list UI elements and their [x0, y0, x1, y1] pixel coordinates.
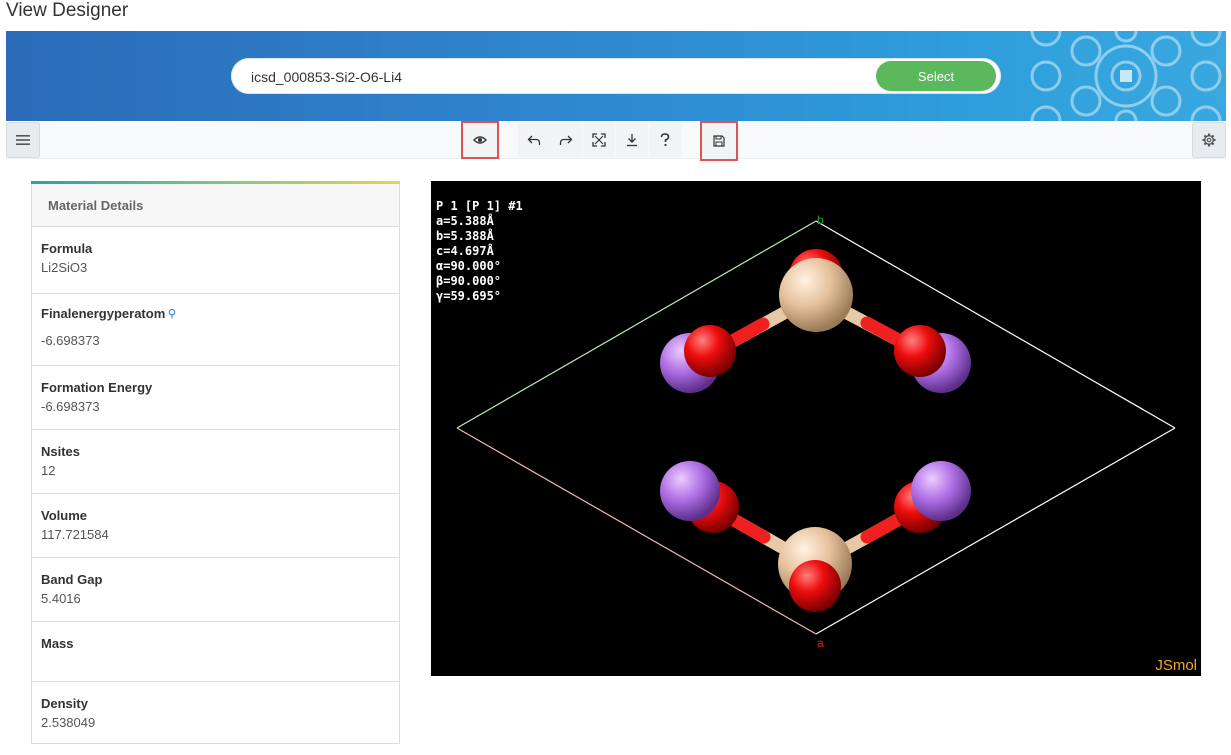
- jsmol-viewer[interactable]: P 1 [P 1] #1 a=5.388Å b=5.388Å c=4.697Å α=90…: [431, 181, 1201, 676]
- viewer-toolbar: [6, 121, 1226, 161]
- eye-icon: [473, 136, 487, 144]
- property-label: Formula: [41, 241, 93, 256]
- property-mass: Mass: [32, 622, 399, 682]
- redo-icon: [559, 135, 573, 145]
- property-value: -6.698373: [41, 333, 100, 348]
- property-label: Density: [41, 696, 88, 711]
- property-label: Volume: [41, 508, 87, 523]
- property-finalenergyperatom: Finalenergyperatom -6.698373: [32, 294, 399, 366]
- info-icon[interactable]: [168, 308, 176, 319]
- cell-info-line: γ=59.695°: [436, 289, 502, 303]
- property-label: Band Gap: [41, 572, 103, 587]
- save-icon: [713, 135, 725, 147]
- cell-info-line: β=90.000°: [436, 274, 502, 288]
- property-formation-energy: Formation Energy -6.698373: [32, 366, 399, 430]
- property-value: 5.4016: [41, 591, 81, 606]
- help-icon: [660, 133, 670, 147]
- axis-a-label: a: [817, 636, 824, 650]
- decorative-pattern: [1030, 31, 1222, 121]
- property-nsites: Nsites 12: [32, 430, 399, 494]
- view-toggle-button[interactable]: [461, 121, 499, 159]
- select-button[interactable]: Select: [876, 61, 996, 91]
- cell-info-line: P 1 [P 1] #1: [436, 199, 523, 213]
- search-input[interactable]: [249, 58, 873, 96]
- property-value: 117.721584: [41, 527, 109, 542]
- atoms-upper: [660, 249, 971, 393]
- oxygen-atom: [684, 325, 736, 377]
- fullscreen-icon: [592, 133, 606, 147]
- unit-cell-outline: [456, 220, 1176, 635]
- undo-icon: [527, 135, 541, 145]
- property-label: Nsites: [41, 444, 81, 459]
- search-bar: Select: [231, 58, 1001, 96]
- property-density: Density 2.538049: [32, 682, 399, 744]
- property-formula: Formula Li2SiO3: [32, 227, 399, 294]
- property-value: 2.538049: [41, 715, 96, 730]
- property-label: Finalenergyperatom: [41, 306, 399, 321]
- cell-info-line: c=4.697Å: [436, 244, 494, 258]
- download-button[interactable]: [616, 123, 648, 157]
- gear-icon: [1202, 133, 1216, 147]
- redo-button[interactable]: [550, 123, 582, 157]
- download-icon: [627, 134, 637, 147]
- material-details-card: Material Details Formula Li2SiO3 Finalen…: [31, 181, 400, 744]
- property-label: Mass: [41, 636, 74, 651]
- fullscreen-button[interactable]: [583, 123, 615, 157]
- property-value: -6.698373: [41, 399, 100, 414]
- atoms-lower: [660, 461, 971, 612]
- property-value: 12: [41, 463, 56, 478]
- jsmol-logo[interactable]: JSmol: [1155, 657, 1197, 674]
- page-title: View Designer: [6, 0, 129, 21]
- property-label-text: Finalenergyperatom: [41, 306, 166, 321]
- lithium-atom: [660, 461, 720, 521]
- menu-button[interactable]: [6, 122, 40, 158]
- cell-info-line: a=5.388Å: [436, 214, 494, 228]
- help-button[interactable]: [649, 123, 681, 157]
- property-volume: Volume 117.721584: [32, 494, 399, 558]
- oxygen-atom: [894, 325, 946, 377]
- card-accent-bar: [31, 181, 400, 184]
- property-value: Li2SiO3: [41, 260, 88, 275]
- property-label: Formation Energy: [41, 380, 153, 395]
- save-button[interactable]: [700, 121, 738, 161]
- settings-button[interactable]: [1192, 122, 1226, 158]
- cell-info-line: α=90.000°: [436, 259, 502, 273]
- undo-button[interactable]: [518, 123, 550, 157]
- lithium-atom: [911, 461, 971, 521]
- silicon-atom: [779, 258, 853, 332]
- bonds: [704, 289, 926, 573]
- unit-cell-info: P 1 [P 1] #1 a=5.388Å b=5.388Å c=4.697Å α=90…: [436, 199, 523, 304]
- cell-info-line: b=5.388Å: [436, 229, 494, 243]
- axis-b-label: b: [817, 213, 824, 227]
- molecule-render: b a: [456, 213, 1176, 650]
- property-band-gap: Band Gap 5.4016: [32, 558, 399, 622]
- oxygen-atom: [789, 560, 841, 612]
- header-banner: Select: [6, 31, 1226, 121]
- hamburger-menu-icon: [16, 135, 30, 145]
- card-header: Material Details: [32, 184, 399, 227]
